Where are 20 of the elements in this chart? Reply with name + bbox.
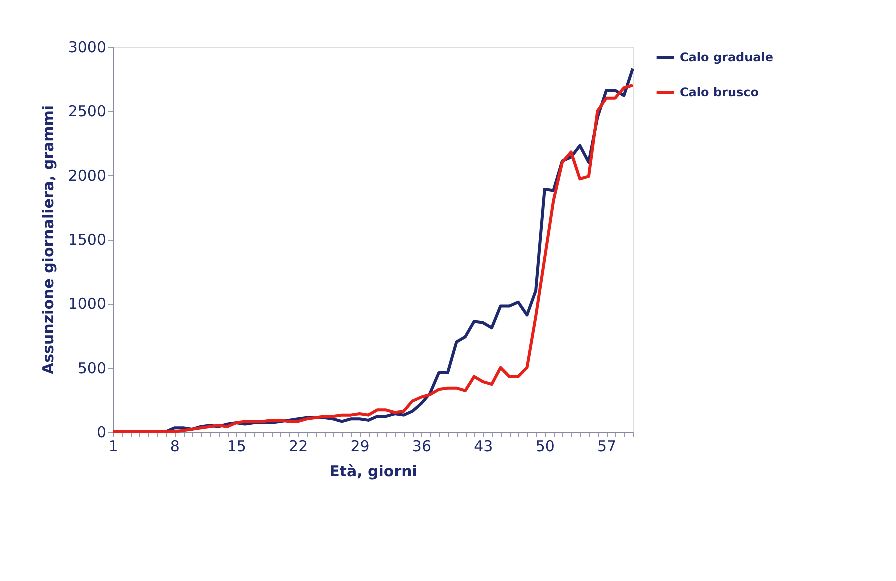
y-tick-label: 0: [96, 424, 106, 442]
x-tick-label: 15: [227, 438, 246, 456]
legend-label: Calo graduale: [680, 50, 774, 64]
x-tick-label: 29: [350, 438, 370, 456]
y-tick-label: 1000: [68, 295, 106, 314]
y-tick-label: 2000: [68, 166, 106, 185]
x-tick-label: 8: [170, 438, 180, 456]
x-axis-title: Età, giorni: [330, 462, 418, 480]
y-tick-label: 3000: [68, 38, 106, 56]
x-tick-label: 22: [289, 438, 308, 456]
x-tick-label: 50: [536, 438, 555, 456]
x-tick-label: 1: [108, 438, 118, 456]
y-tick-label: 1500: [68, 231, 106, 249]
y-tick-label: 500: [78, 359, 106, 378]
x-tick-label: 57: [598, 438, 617, 456]
y-tick-label: 2500: [68, 102, 106, 121]
x-tick-label: 36: [412, 438, 432, 456]
x-tick-label: 43: [474, 438, 494, 456]
legend-label: Calo brusco: [680, 86, 759, 100]
y-axis-title: Assunzione giornaliera, grammi: [39, 105, 58, 375]
